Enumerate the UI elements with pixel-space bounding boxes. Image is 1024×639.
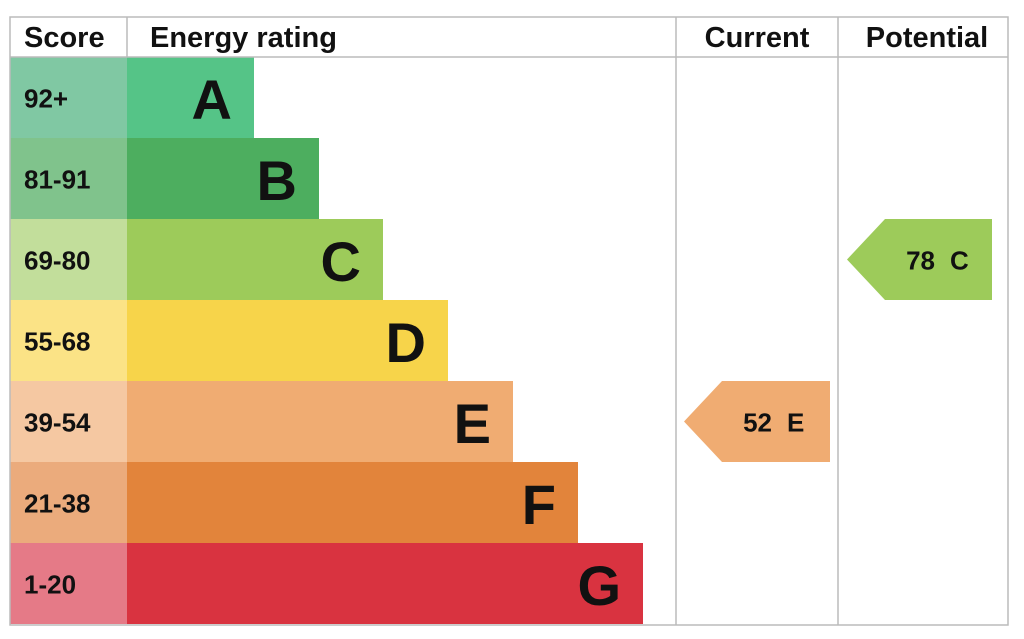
header-current: Current xyxy=(705,22,810,54)
rating-letter: F xyxy=(522,473,556,536)
rating-letter: E xyxy=(454,392,491,455)
arrow-shape xyxy=(847,219,992,300)
potential-arrow: 78 C xyxy=(847,219,992,300)
rating-bar xyxy=(127,300,448,381)
score-label: 21-38 xyxy=(24,489,91,519)
rating-letter: B xyxy=(257,149,297,212)
score-cell xyxy=(10,219,127,300)
score-label: 1-20 xyxy=(24,570,76,600)
potential-letter: C xyxy=(950,246,969,276)
rating-bar xyxy=(127,138,319,219)
score-label: 69-80 xyxy=(24,246,91,276)
rating-bar xyxy=(127,381,513,462)
score-label: 92+ xyxy=(24,84,68,114)
score-cell xyxy=(10,381,127,462)
rating-letter: G xyxy=(577,554,621,617)
score-cell xyxy=(10,57,127,138)
header-rating: Energy rating xyxy=(150,22,337,54)
current-arrow: 52 E xyxy=(684,381,830,462)
rating-letter: A xyxy=(192,68,232,131)
score-label: 81-91 xyxy=(24,165,91,195)
arrow-shape xyxy=(684,381,830,462)
rating-bar xyxy=(127,462,578,543)
header-score: Score xyxy=(24,22,105,54)
rating-bar xyxy=(127,543,643,624)
rows: 92+ A 81-91 B 69-80 C 55-68 D 39-54 E 21-38 F 1-20 G xyxy=(10,57,643,624)
rating-bar xyxy=(127,57,254,138)
score-label: 55-68 xyxy=(24,327,91,357)
current-letter: E xyxy=(787,408,804,438)
potential-value: 78 xyxy=(906,246,935,276)
score-cell xyxy=(10,300,127,381)
outer-border xyxy=(9,16,1009,626)
rating-letter: C xyxy=(321,230,361,293)
rating-bar xyxy=(127,219,383,300)
current-value: 52 xyxy=(743,408,772,438)
score-cell xyxy=(10,462,127,543)
score-cell xyxy=(10,543,127,624)
score-label: 39-54 xyxy=(24,408,91,438)
grid xyxy=(9,16,1009,626)
score-cell xyxy=(10,138,127,219)
header-potential: Potential xyxy=(866,22,988,54)
rating-letter: D xyxy=(386,311,426,374)
